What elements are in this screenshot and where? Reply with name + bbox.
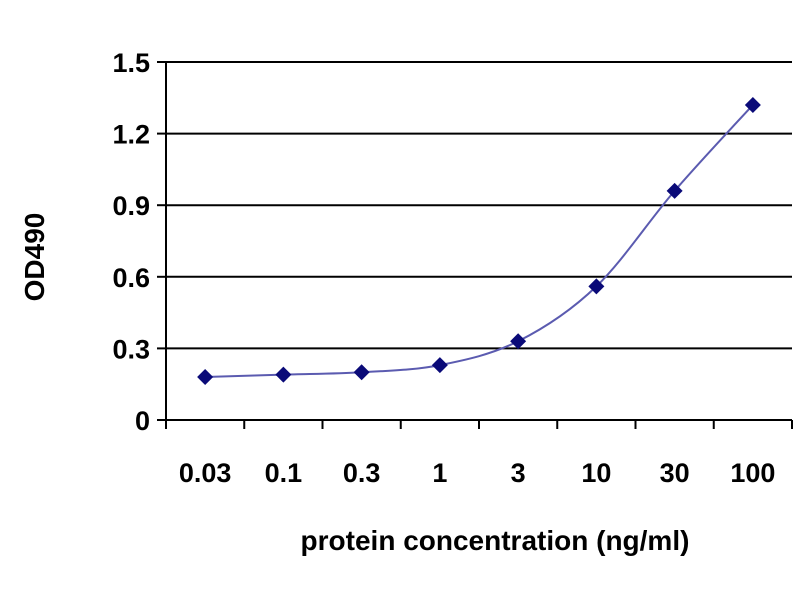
tick-labels: 0 0.3 0.6 0.9 1.2 1.5 0.03 0.1 0.3 1 3 10 30 100 [112,48,775,488]
x-tick-label: 30 [660,458,690,488]
series-line [205,104,754,379]
gridlines [166,61,792,350]
x-tick-label: 3 [511,458,526,488]
data-point-marker [431,357,448,374]
y-tick-label: 0.9 [112,191,150,221]
x-tick-label: 10 [581,458,611,488]
y-axis-title: OD490 [19,213,50,302]
x-tick-label: 100 [730,458,775,488]
data-point-marker [744,96,761,113]
series-layer [197,96,761,386]
y-tick-label: 0 [135,406,150,436]
x-tick-label: 0.1 [265,458,303,488]
data-point-marker [197,369,214,386]
y-tick-label: 1.5 [112,48,150,78]
data-point-marker [353,364,370,381]
x-tick-label: 0.03 [179,458,232,488]
data-point-marker [510,333,527,350]
data-point-marker [275,366,292,383]
x-axis-title: protein concentration (ng/ml) [301,525,690,556]
axes [157,61,793,429]
x-tick-label: 0.3 [343,458,381,488]
data-point-marker [588,278,605,295]
x-tick-label: 1 [432,458,447,488]
y-tick-label: 0.6 [112,263,150,293]
y-tick-label: 1.2 [112,120,150,150]
y-tick-label: 0.3 [112,334,150,364]
data-point-marker [666,182,683,199]
